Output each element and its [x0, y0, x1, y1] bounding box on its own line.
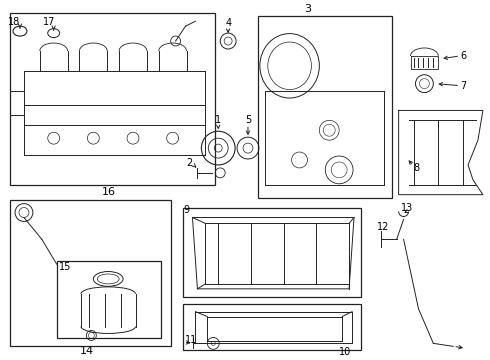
Text: 3: 3: [304, 4, 311, 14]
Bar: [57, 261, 161, 338]
Text: 16: 16: [102, 187, 116, 197]
Text: 1: 1: [215, 115, 221, 125]
Text: 12: 12: [377, 222, 389, 233]
Text: 9: 9: [184, 204, 190, 215]
Bar: [183, 304, 361, 350]
Text: 2: 2: [186, 158, 193, 168]
Text: 8: 8: [414, 163, 419, 173]
Text: 13: 13: [401, 203, 413, 212]
Bar: [10, 200, 171, 346]
Text: 5: 5: [245, 115, 251, 125]
Text: 11: 11: [185, 336, 197, 345]
Bar: [10, 13, 215, 185]
Text: 10: 10: [339, 347, 351, 357]
Text: 15: 15: [59, 262, 71, 272]
Bar: [183, 208, 361, 297]
Text: 18: 18: [8, 17, 20, 27]
Bar: [258, 16, 392, 198]
Text: 4: 4: [225, 18, 231, 28]
Text: 14: 14: [79, 346, 94, 356]
Text: 6: 6: [460, 51, 466, 61]
Text: 7: 7: [460, 81, 466, 91]
Text: 17: 17: [43, 17, 55, 27]
